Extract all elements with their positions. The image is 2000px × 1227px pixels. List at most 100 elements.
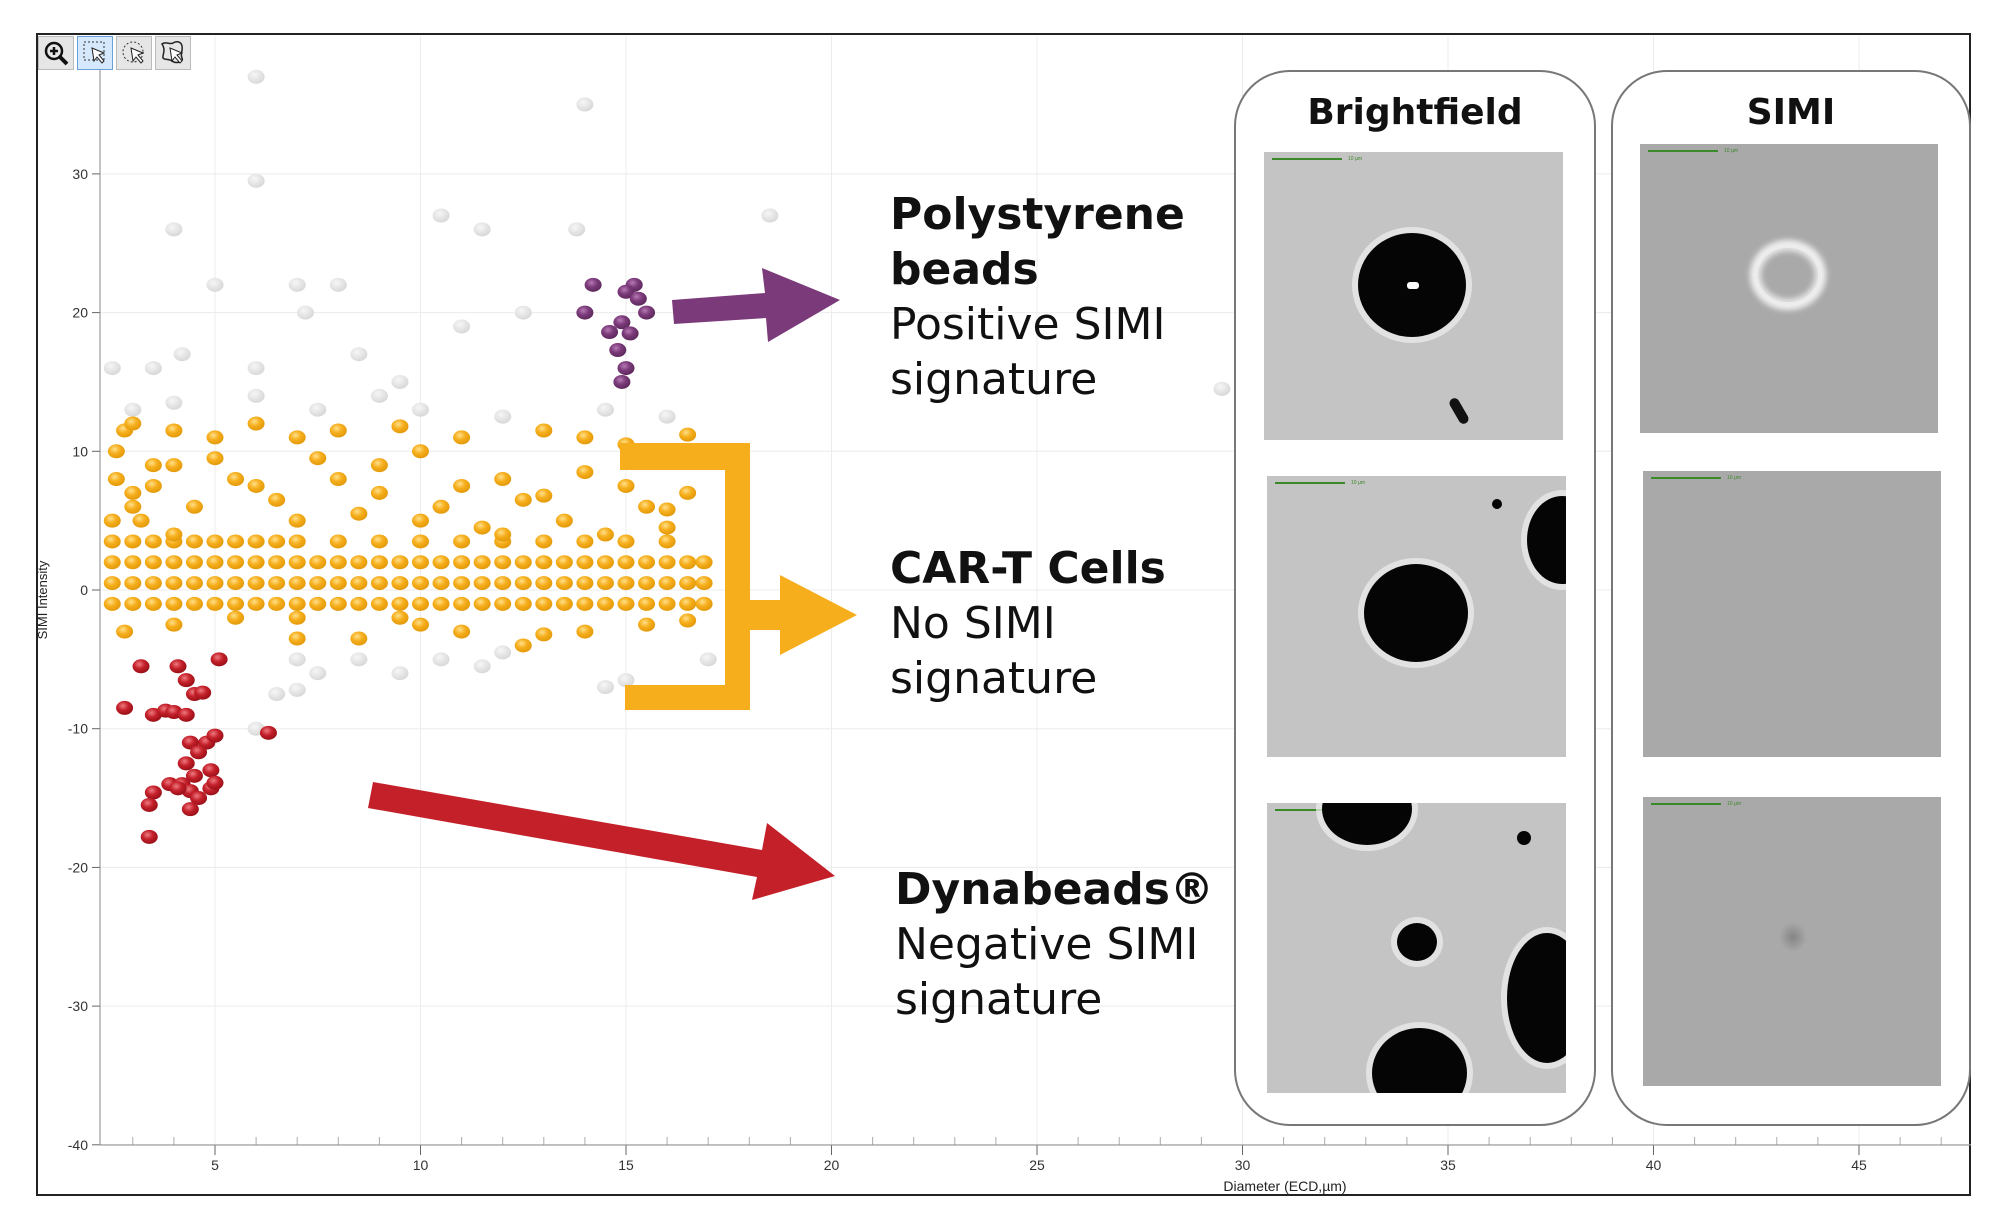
data-point: [391, 576, 409, 591]
data-point: [555, 576, 573, 591]
x-tick-label: 10: [413, 1157, 429, 1173]
brightfield-image-polystyrene: 10 µm: [1264, 152, 1563, 440]
data-point: [535, 488, 553, 503]
polystyrene-desc-1: Positive SIMI: [890, 299, 1166, 350]
data-point: [210, 652, 228, 667]
data-point: [535, 423, 553, 438]
data-point: [144, 458, 162, 473]
brightfield-image-dynabeads: 10 µm: [1267, 803, 1566, 1093]
data-point: [617, 534, 635, 549]
data-point: [206, 596, 224, 611]
data-point: [103, 513, 121, 528]
data-point: [535, 534, 553, 549]
data-point: [227, 555, 245, 570]
data-point: [124, 402, 142, 417]
data-point: [514, 596, 532, 611]
data-point: [629, 291, 647, 306]
dynabeads-annotation: Dynabeads® Negative SIMI signature: [895, 862, 1214, 1027]
chart-toolbar: [38, 36, 191, 70]
dynabeads-title: Dynabeads®: [895, 864, 1214, 915]
data-point: [695, 576, 713, 591]
data-point: [453, 319, 471, 334]
data-point: [190, 791, 208, 806]
data-point: [185, 768, 203, 783]
data-point: [555, 596, 573, 611]
data-point: [576, 624, 594, 639]
data-point: [412, 596, 429, 611]
data-point: [329, 423, 347, 438]
data-point: [247, 388, 265, 403]
data-point: [227, 610, 245, 625]
data-point: [268, 555, 286, 570]
x-tick-label: 5: [211, 1157, 219, 1173]
data-point: [132, 513, 150, 528]
data-point: [432, 555, 450, 570]
data-point: [268, 492, 286, 507]
data-point: [494, 576, 512, 591]
data-point: [473, 222, 491, 237]
data-point: [185, 534, 203, 549]
data-point: [473, 555, 491, 570]
y-axis-label: SIMI Intensity: [35, 560, 50, 639]
data-point: [165, 555, 183, 570]
data-point: [658, 409, 676, 424]
y-tick-label: -30: [68, 998, 88, 1014]
freeform-select-button[interactable]: [155, 36, 191, 70]
data-point: [514, 555, 532, 570]
data-point: [309, 576, 327, 591]
data-point: [453, 534, 471, 549]
lasso-circle-select-button[interactable]: [116, 36, 152, 70]
data-point: [391, 419, 409, 434]
data-point: [638, 499, 656, 514]
data-point: [391, 555, 409, 570]
data-point: [432, 596, 450, 611]
zoom-button[interactable]: [38, 36, 74, 70]
polystyrene-desc-2: signature: [890, 354, 1098, 405]
data-point: [288, 555, 306, 570]
data-point: [165, 617, 183, 632]
data-point: [638, 596, 656, 611]
data-point: [370, 555, 388, 570]
data-point: [227, 472, 245, 487]
data-point: [227, 576, 245, 591]
data-point: [412, 555, 429, 570]
data-point: [601, 325, 619, 340]
data-point: [453, 596, 471, 611]
rectangle-select-button[interactable]: [77, 36, 113, 70]
data-point: [494, 596, 512, 611]
data-point: [412, 617, 429, 632]
data-point: [144, 534, 162, 549]
data-point: [116, 624, 134, 639]
data-point: [144, 596, 162, 611]
data-point: [329, 534, 347, 549]
data-point: [576, 555, 594, 570]
data-point: [617, 284, 635, 299]
data-point: [432, 499, 450, 514]
data-point: [535, 627, 553, 642]
scale-bar: 10 µm: [1275, 480, 1365, 486]
data-point: [206, 277, 224, 292]
data-point: [679, 485, 697, 500]
data-point: [107, 444, 125, 459]
data-point: [453, 478, 471, 493]
data-point: [309, 596, 327, 611]
simi-title: SIMI: [1746, 92, 1836, 133]
data-point: [288, 631, 306, 646]
purple-arrow: [672, 268, 840, 342]
data-point: [185, 596, 203, 611]
zoom-in-icon: [44, 41, 69, 66]
data-point: [494, 527, 512, 542]
data-point: [247, 596, 265, 611]
data-point: [370, 388, 388, 403]
data-point: [370, 576, 388, 591]
data-point: [658, 576, 676, 591]
data-point: [124, 416, 142, 431]
data-point: [181, 802, 199, 817]
data-point: [144, 555, 162, 570]
data-point: [658, 555, 676, 570]
data-point: [329, 472, 347, 487]
data-point: [288, 513, 306, 528]
simi-image-cart: 10 µm: [1643, 471, 1941, 757]
data-point: [412, 576, 429, 591]
data-point: [288, 682, 306, 697]
